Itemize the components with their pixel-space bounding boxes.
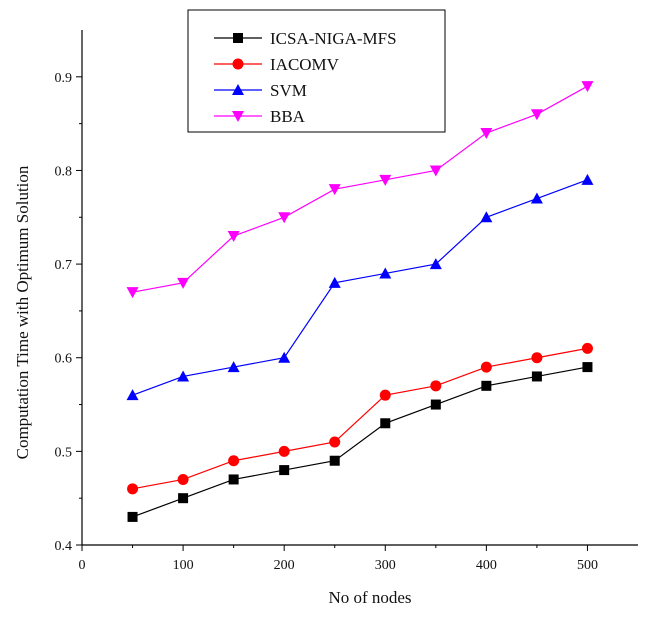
data-point (430, 399, 441, 410)
data-point (329, 436, 341, 448)
series-0 (127, 362, 593, 522)
data-point (127, 483, 139, 495)
legend-marker (233, 33, 243, 43)
x-axis-title: No of nodes (328, 588, 411, 607)
legend-marker (232, 84, 244, 95)
data-point (278, 212, 291, 224)
data-point (177, 370, 190, 382)
y-tick-label: 0.4 (55, 539, 73, 554)
y-tick-label: 0.8 (55, 164, 73, 179)
series-2 (126, 173, 594, 401)
data-point (480, 211, 493, 223)
data-point (481, 380, 492, 391)
y-axis-title: Computation Time with Optimum Solution (13, 165, 32, 459)
series-line (132, 85, 588, 293)
legend-label: SVM (270, 81, 307, 100)
legend-item: ICSA-NIGA-MFS (214, 29, 397, 48)
data-point (581, 173, 594, 185)
y-tick-label: 0.7 (55, 258, 73, 273)
data-point (430, 380, 442, 392)
data-point (126, 389, 139, 401)
data-point (480, 361, 492, 373)
legend-item: IACOMV (214, 55, 340, 74)
data-point (328, 276, 341, 288)
data-point (178, 493, 189, 504)
legend-label: BBA (270, 107, 306, 126)
data-point (581, 81, 594, 93)
data-point (531, 371, 542, 382)
data-point (379, 389, 391, 401)
x-tick-label: 200 (274, 558, 295, 573)
data-point (177, 473, 189, 485)
legend-marker (232, 58, 244, 70)
data-point (380, 418, 391, 429)
y-tick-label: 0.6 (55, 352, 73, 367)
data-point (429, 165, 442, 177)
data-point (278, 445, 290, 457)
data-point (177, 277, 190, 289)
data-point (530, 192, 543, 204)
data-point (279, 465, 290, 476)
y-tick-label: 0.9 (55, 71, 73, 86)
data-point (531, 352, 543, 364)
legend-item: SVM (214, 81, 307, 100)
x-tick-label: 0 (79, 558, 86, 573)
data-point (228, 474, 239, 485)
x-tick-label: 300 (375, 558, 396, 573)
legend-box (187, 9, 446, 133)
legend-item: BBA (214, 107, 306, 126)
legend-label: ICSA-NIGA-MFS (270, 29, 397, 48)
data-point (329, 455, 340, 466)
series-layer (126, 81, 594, 522)
series-1 (127, 342, 593, 495)
data-point (227, 361, 240, 373)
data-point (228, 455, 240, 467)
data-point (278, 351, 291, 363)
data-point (582, 362, 593, 373)
data-point (379, 174, 392, 186)
series-line (132, 366, 588, 518)
series-line (132, 347, 588, 490)
data-point (429, 258, 442, 270)
x-tick-label: 400 (476, 558, 497, 573)
axes-layer: 0 100 200 300 400 500 0.4 0.5 0.6 0.7 0.8 0.9 (55, 30, 638, 573)
data-point (480, 128, 493, 139)
legend: ICSA-NIGA-MFS IACOMV SVM BBA (187, 9, 446, 133)
x-tick-label: 500 (577, 558, 598, 573)
data-point (227, 231, 240, 242)
data-point (581, 342, 593, 354)
data-point (379, 267, 392, 279)
data-point (127, 511, 138, 522)
data-point (126, 287, 139, 299)
series-3 (126, 81, 594, 299)
x-tick-label: 100 (173, 558, 194, 573)
y-tick-label: 0.5 (55, 445, 73, 460)
data-point (328, 184, 341, 196)
series-line (132, 179, 588, 396)
legend-label: IACOMV (270, 55, 340, 74)
data-point (530, 109, 543, 121)
legend-marker (232, 111, 244, 122)
